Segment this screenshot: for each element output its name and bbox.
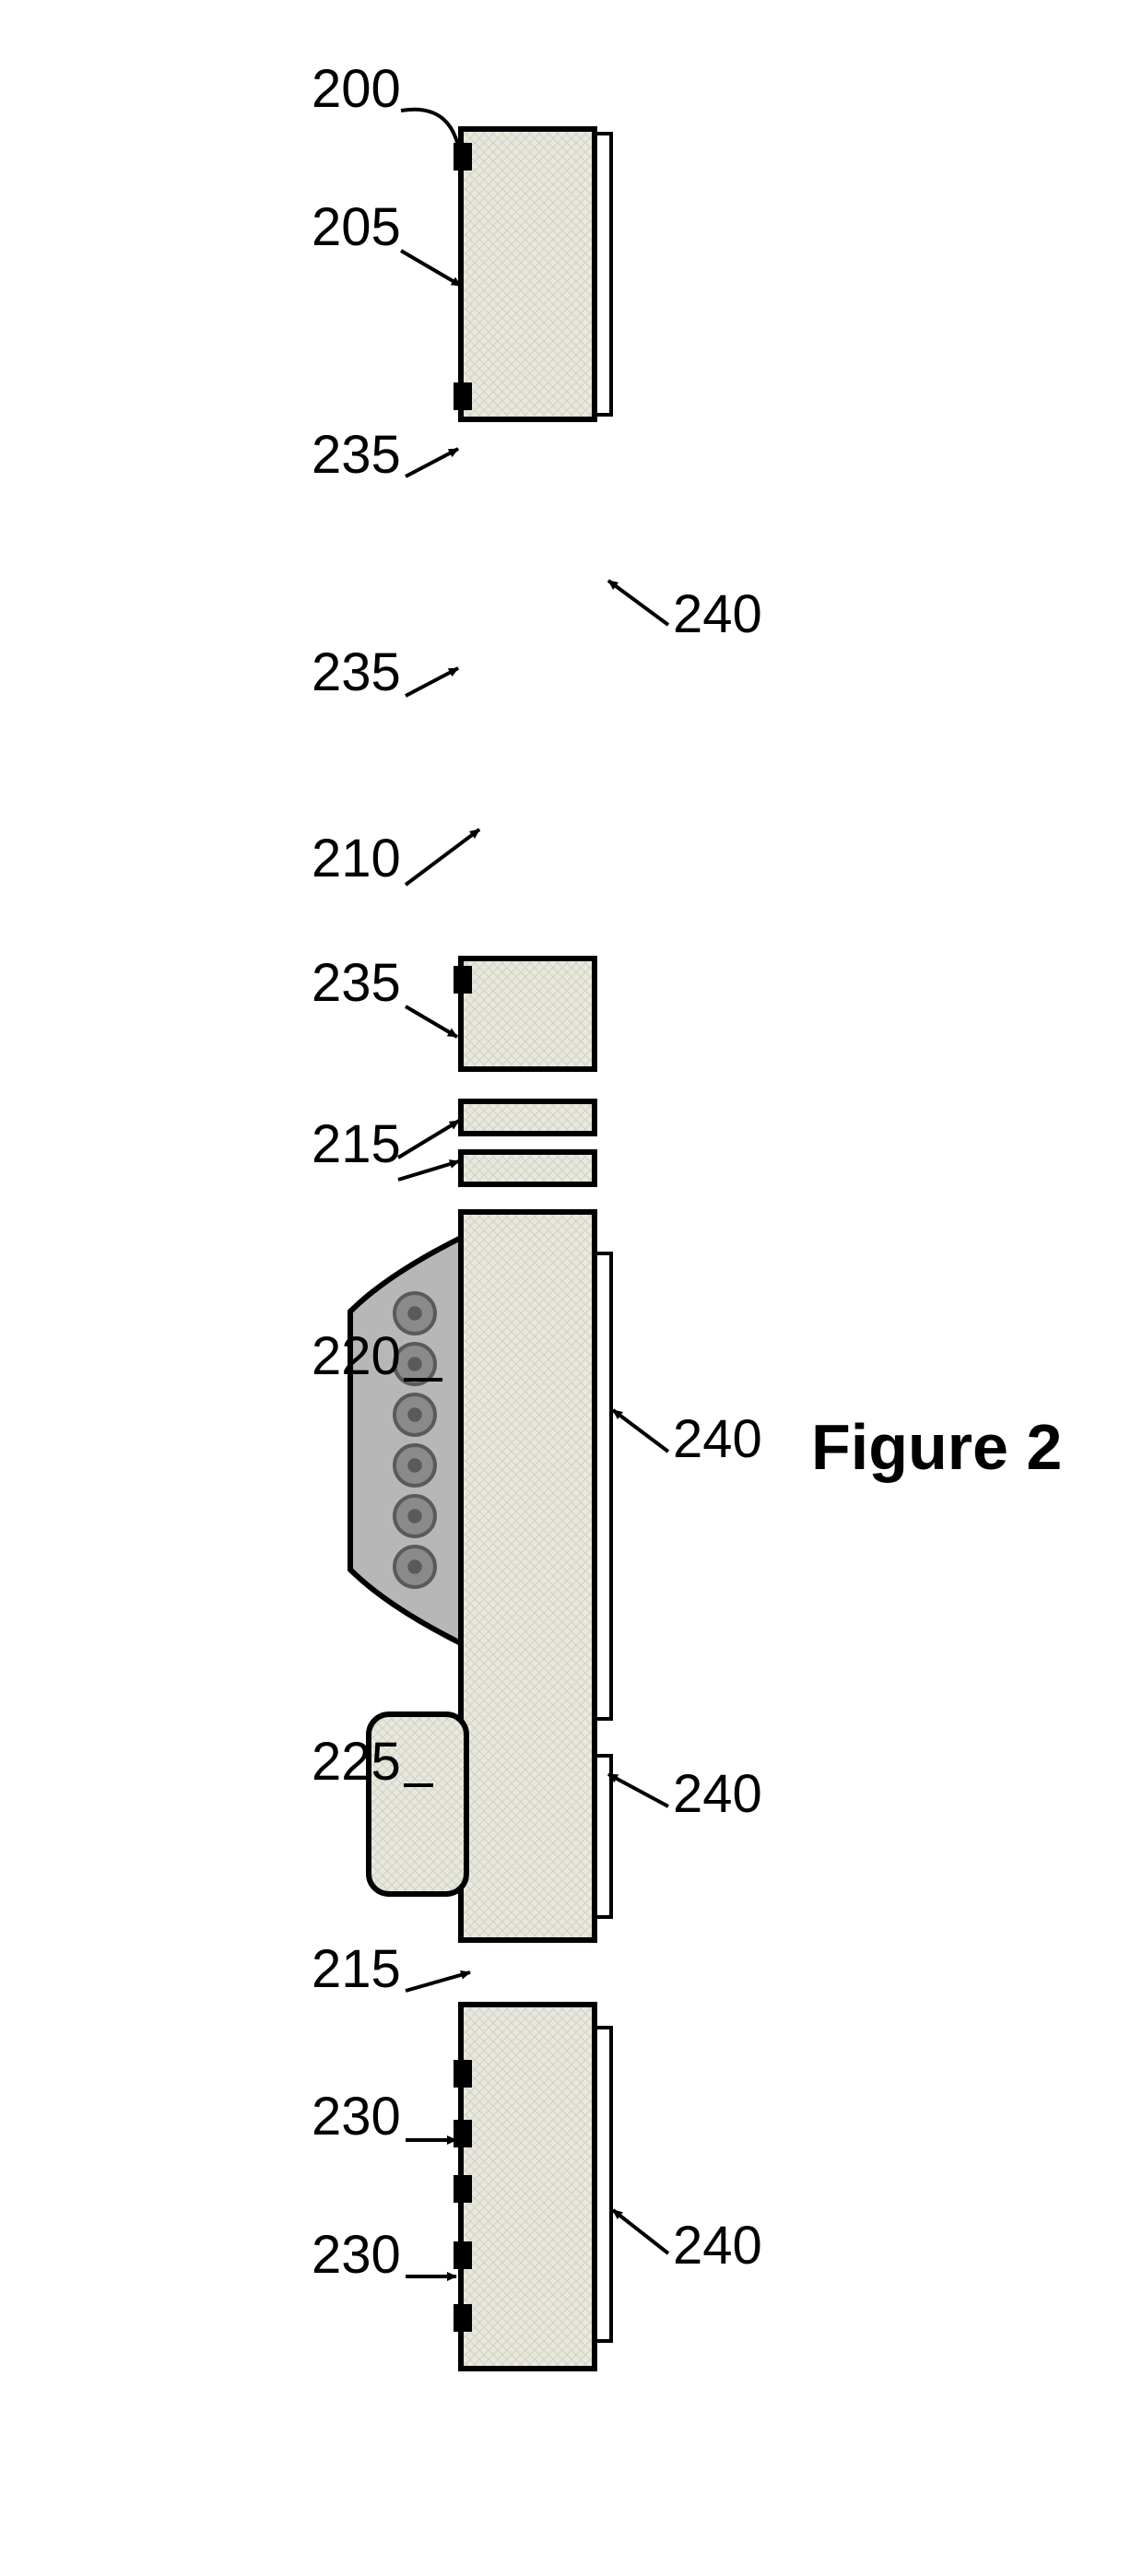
figure-svg — [0, 0, 1143, 2576]
label-240: 240 — [673, 2215, 762, 2276]
contact-pad — [454, 143, 472, 171]
figure-container: Figure 2 200 205 235 235 210 235 215 220 225 215 2… — [0, 0, 1143, 2576]
label-240: 240 — [673, 1763, 762, 1825]
callout-arrow — [406, 829, 479, 885]
substrate-segment — [461, 1101, 595, 1134]
label-200: 200 — [312, 58, 401, 120]
callout-arrow — [398, 1161, 459, 1180]
substrate-layer — [461, 129, 595, 2369]
callout-arrow — [406, 449, 458, 476]
callout-arrow — [613, 1410, 668, 1452]
callout-arrow — [406, 1006, 457, 1037]
label-230: 230 — [312, 2086, 401, 2147]
inductor-coil-core — [407, 1306, 421, 1320]
label-230: 230 — [312, 2224, 401, 2286]
substrate-segment — [461, 129, 595, 419]
contact-pad — [454, 382, 472, 410]
callout-arrow — [608, 581, 668, 625]
label-205: 205 — [312, 196, 401, 258]
substrate-segment — [461, 1212, 595, 1940]
inductor-coil-core — [407, 1458, 421, 1472]
label-240: 240 — [673, 1408, 762, 1470]
label-235: 235 — [312, 952, 401, 1014]
label-235: 235 — [312, 641, 401, 703]
inductor-coil-core — [407, 1509, 421, 1523]
substrate-segment — [461, 2005, 595, 2369]
contact-pad — [454, 2241, 472, 2269]
label-210: 210 — [312, 828, 401, 889]
callout-arrow — [398, 1121, 459, 1158]
label-220: 220 — [312, 1325, 401, 1387]
substrate-segment — [461, 1152, 595, 1184]
callout-arrow — [401, 251, 461, 286]
callout-200 — [401, 110, 461, 164]
label-215: 215 — [312, 1938, 401, 2000]
label-235: 235 — [312, 424, 401, 486]
callout-arrow — [406, 668, 458, 696]
label-240: 240 — [673, 583, 762, 645]
contact-pad — [454, 2060, 472, 2088]
inductor-coil-core — [407, 1407, 421, 1421]
contact-pad — [454, 966, 472, 994]
label-215: 215 — [312, 1113, 401, 1175]
callout-arrow — [613, 2210, 668, 2253]
callout-arrow — [608, 1774, 668, 1806]
contact-pad — [454, 2304, 472, 2332]
inductor-coil-core — [407, 1559, 421, 1573]
arrows-layer — [398, 110, 668, 2276]
substrate-segment — [461, 959, 595, 1069]
label-225: 225 — [312, 1731, 401, 1793]
figure-caption: Figure 2 — [811, 1410, 1062, 1484]
inductor-coil-core — [407, 1357, 421, 1370]
callout-arrow — [406, 1972, 470, 1991]
contact-pad — [454, 2175, 472, 2203]
contact-pad — [454, 2120, 472, 2147]
